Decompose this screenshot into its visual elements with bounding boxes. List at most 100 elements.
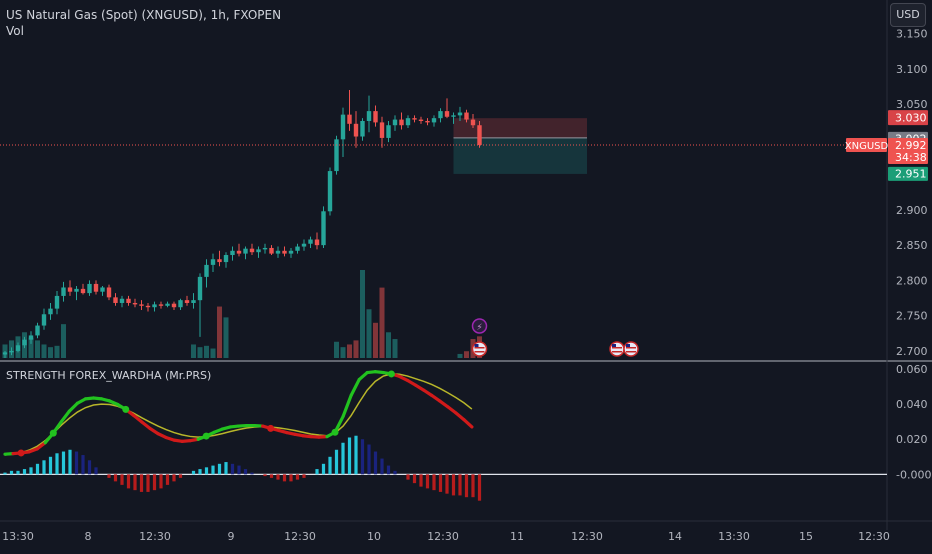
candle-body [165, 303, 170, 306]
candle-body [288, 250, 294, 254]
histogram-bar [42, 460, 46, 475]
crossover-dot [17, 449, 25, 457]
strength-line-segment [148, 426, 160, 436]
histogram-bar [152, 474, 157, 491]
volume-bar [41, 344, 47, 358]
histogram-bar [74, 451, 79, 475]
time-tick-label: 8 [85, 530, 92, 543]
strength-line-segment [454, 411, 466, 422]
volume-bar [54, 345, 60, 358]
candle-body [210, 259, 216, 265]
histogram-bar [328, 456, 332, 475]
strength-line-segment [132, 413, 144, 424]
strength-line-segment [422, 388, 434, 397]
histogram-bar [94, 467, 98, 475]
target-price-label-bg [888, 110, 928, 126]
histogram-bar [159, 474, 163, 489]
strength-line-segment [349, 377, 361, 397]
volume-bar [210, 348, 216, 358]
candle-body [418, 119, 424, 121]
histogram-bar [412, 474, 417, 484]
candle-body [22, 339, 27, 346]
candle-body [366, 111, 372, 121]
histogram-bar [477, 474, 482, 501]
candle-body [41, 314, 47, 326]
candle-body [178, 300, 183, 308]
candle-body [9, 350, 14, 353]
last-price-label-bg [888, 137, 928, 164]
us-flag-stripe [612, 351, 622, 353]
candle-body [119, 298, 125, 303]
histogram-bar [133, 474, 137, 491]
time-tick-label: 12:30 [139, 530, 171, 543]
histogram-bar [289, 474, 293, 482]
candle-body [262, 247, 268, 250]
candle-body [158, 304, 164, 306]
candle-body [145, 305, 151, 308]
histogram-bar [3, 472, 7, 475]
histogram-bar [35, 463, 40, 475]
crossover-dot [331, 428, 339, 436]
candle-body [15, 345, 21, 351]
time-tick-label: 13:30 [718, 530, 750, 543]
crossover-dot [202, 432, 210, 440]
candle-body [379, 122, 385, 138]
time-tick-label: 13:30 [2, 530, 34, 543]
volume-bar [457, 353, 463, 358]
histogram-bar [419, 474, 423, 487]
candle-body [191, 300, 196, 303]
currency-button[interactable]: USD [890, 3, 926, 27]
candle-body [431, 118, 437, 123]
histogram-bar [191, 470, 196, 475]
histogram-bar [321, 463, 326, 475]
candle-body [347, 114, 352, 124]
histogram-bar [250, 472, 254, 475]
histogram-bar [451, 474, 456, 496]
histogram-bar [198, 469, 202, 475]
candle-body [321, 211, 326, 246]
time-tick-label: 12:30 [284, 530, 316, 543]
us-flag-stripe [626, 351, 636, 353]
histogram-bar [48, 456, 53, 475]
candle-body [269, 247, 274, 254]
candle-body [54, 295, 60, 309]
candle-body [126, 298, 131, 303]
volume-bar [334, 341, 339, 358]
price-tick-label: 2.800 [896, 274, 928, 287]
osc-tick-label: 0.060 [896, 363, 928, 376]
histogram-bar [224, 462, 228, 475]
candle-body [243, 248, 248, 254]
lightning-icon [471, 318, 488, 334]
histogram-bar [373, 451, 378, 475]
histogram-bar [22, 469, 27, 475]
candle-body [438, 111, 443, 119]
candle-body [360, 120, 365, 137]
volume-label: Vol [6, 24, 24, 38]
histogram-bar [9, 470, 14, 475]
histogram-bar [61, 451, 66, 475]
volume-bar [464, 351, 469, 358]
histogram-bar [354, 435, 358, 475]
indicator-title: STRENGTH FOREX_WARDHA (Mr.PRS) [6, 369, 212, 382]
volume-bar [373, 322, 378, 358]
histogram-bar [172, 474, 176, 482]
histogram-bar [146, 474, 150, 492]
crossover-dot [387, 370, 395, 378]
histogram-bar [445, 474, 449, 494]
histogram-bar [302, 474, 306, 478]
histogram-bar [68, 449, 72, 475]
time-tick-label: 9 [228, 530, 235, 543]
time-tick-label: 12:30 [858, 530, 890, 543]
candle-body [444, 111, 450, 117]
lightning-icon-glyph: ⚡ [476, 323, 482, 333]
candle-body [87, 283, 92, 294]
price-tick-label: 3.100 [896, 63, 928, 76]
candle-body [275, 250, 281, 254]
candle-body [470, 119, 476, 126]
histogram-bar [406, 474, 410, 480]
time-tick-label: 15 [799, 530, 813, 543]
candle-body [152, 304, 157, 308]
strength-line-segment [446, 405, 458, 415]
